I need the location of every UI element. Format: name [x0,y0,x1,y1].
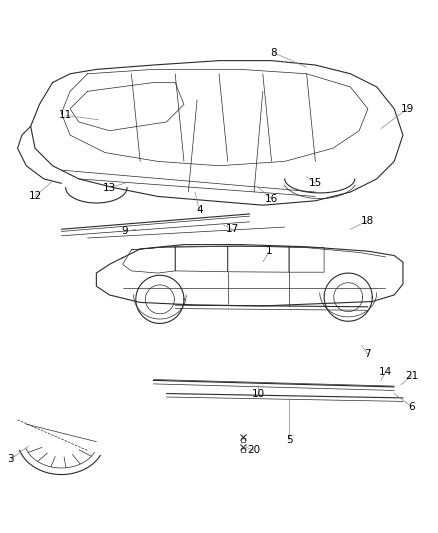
Text: 16: 16 [265,193,278,204]
Text: 17: 17 [226,224,239,235]
Text: 15: 15 [309,178,322,188]
Text: 14: 14 [379,367,392,377]
Text: 13: 13 [103,183,116,192]
Text: 8: 8 [270,48,277,58]
Text: 11: 11 [59,110,72,120]
Text: 6: 6 [408,402,415,411]
Text: 19: 19 [401,104,414,114]
Text: 20: 20 [247,446,261,456]
Text: 18: 18 [361,215,374,225]
Text: 4: 4 [196,205,203,215]
Text: 5: 5 [286,434,293,445]
Text: 3: 3 [7,454,14,464]
Text: 10: 10 [252,389,265,399]
Text: 7: 7 [364,349,371,359]
Text: 1: 1 [266,246,273,256]
Text: 9: 9 [121,227,128,237]
Text: 12: 12 [28,191,42,201]
Text: 21: 21 [405,371,418,381]
